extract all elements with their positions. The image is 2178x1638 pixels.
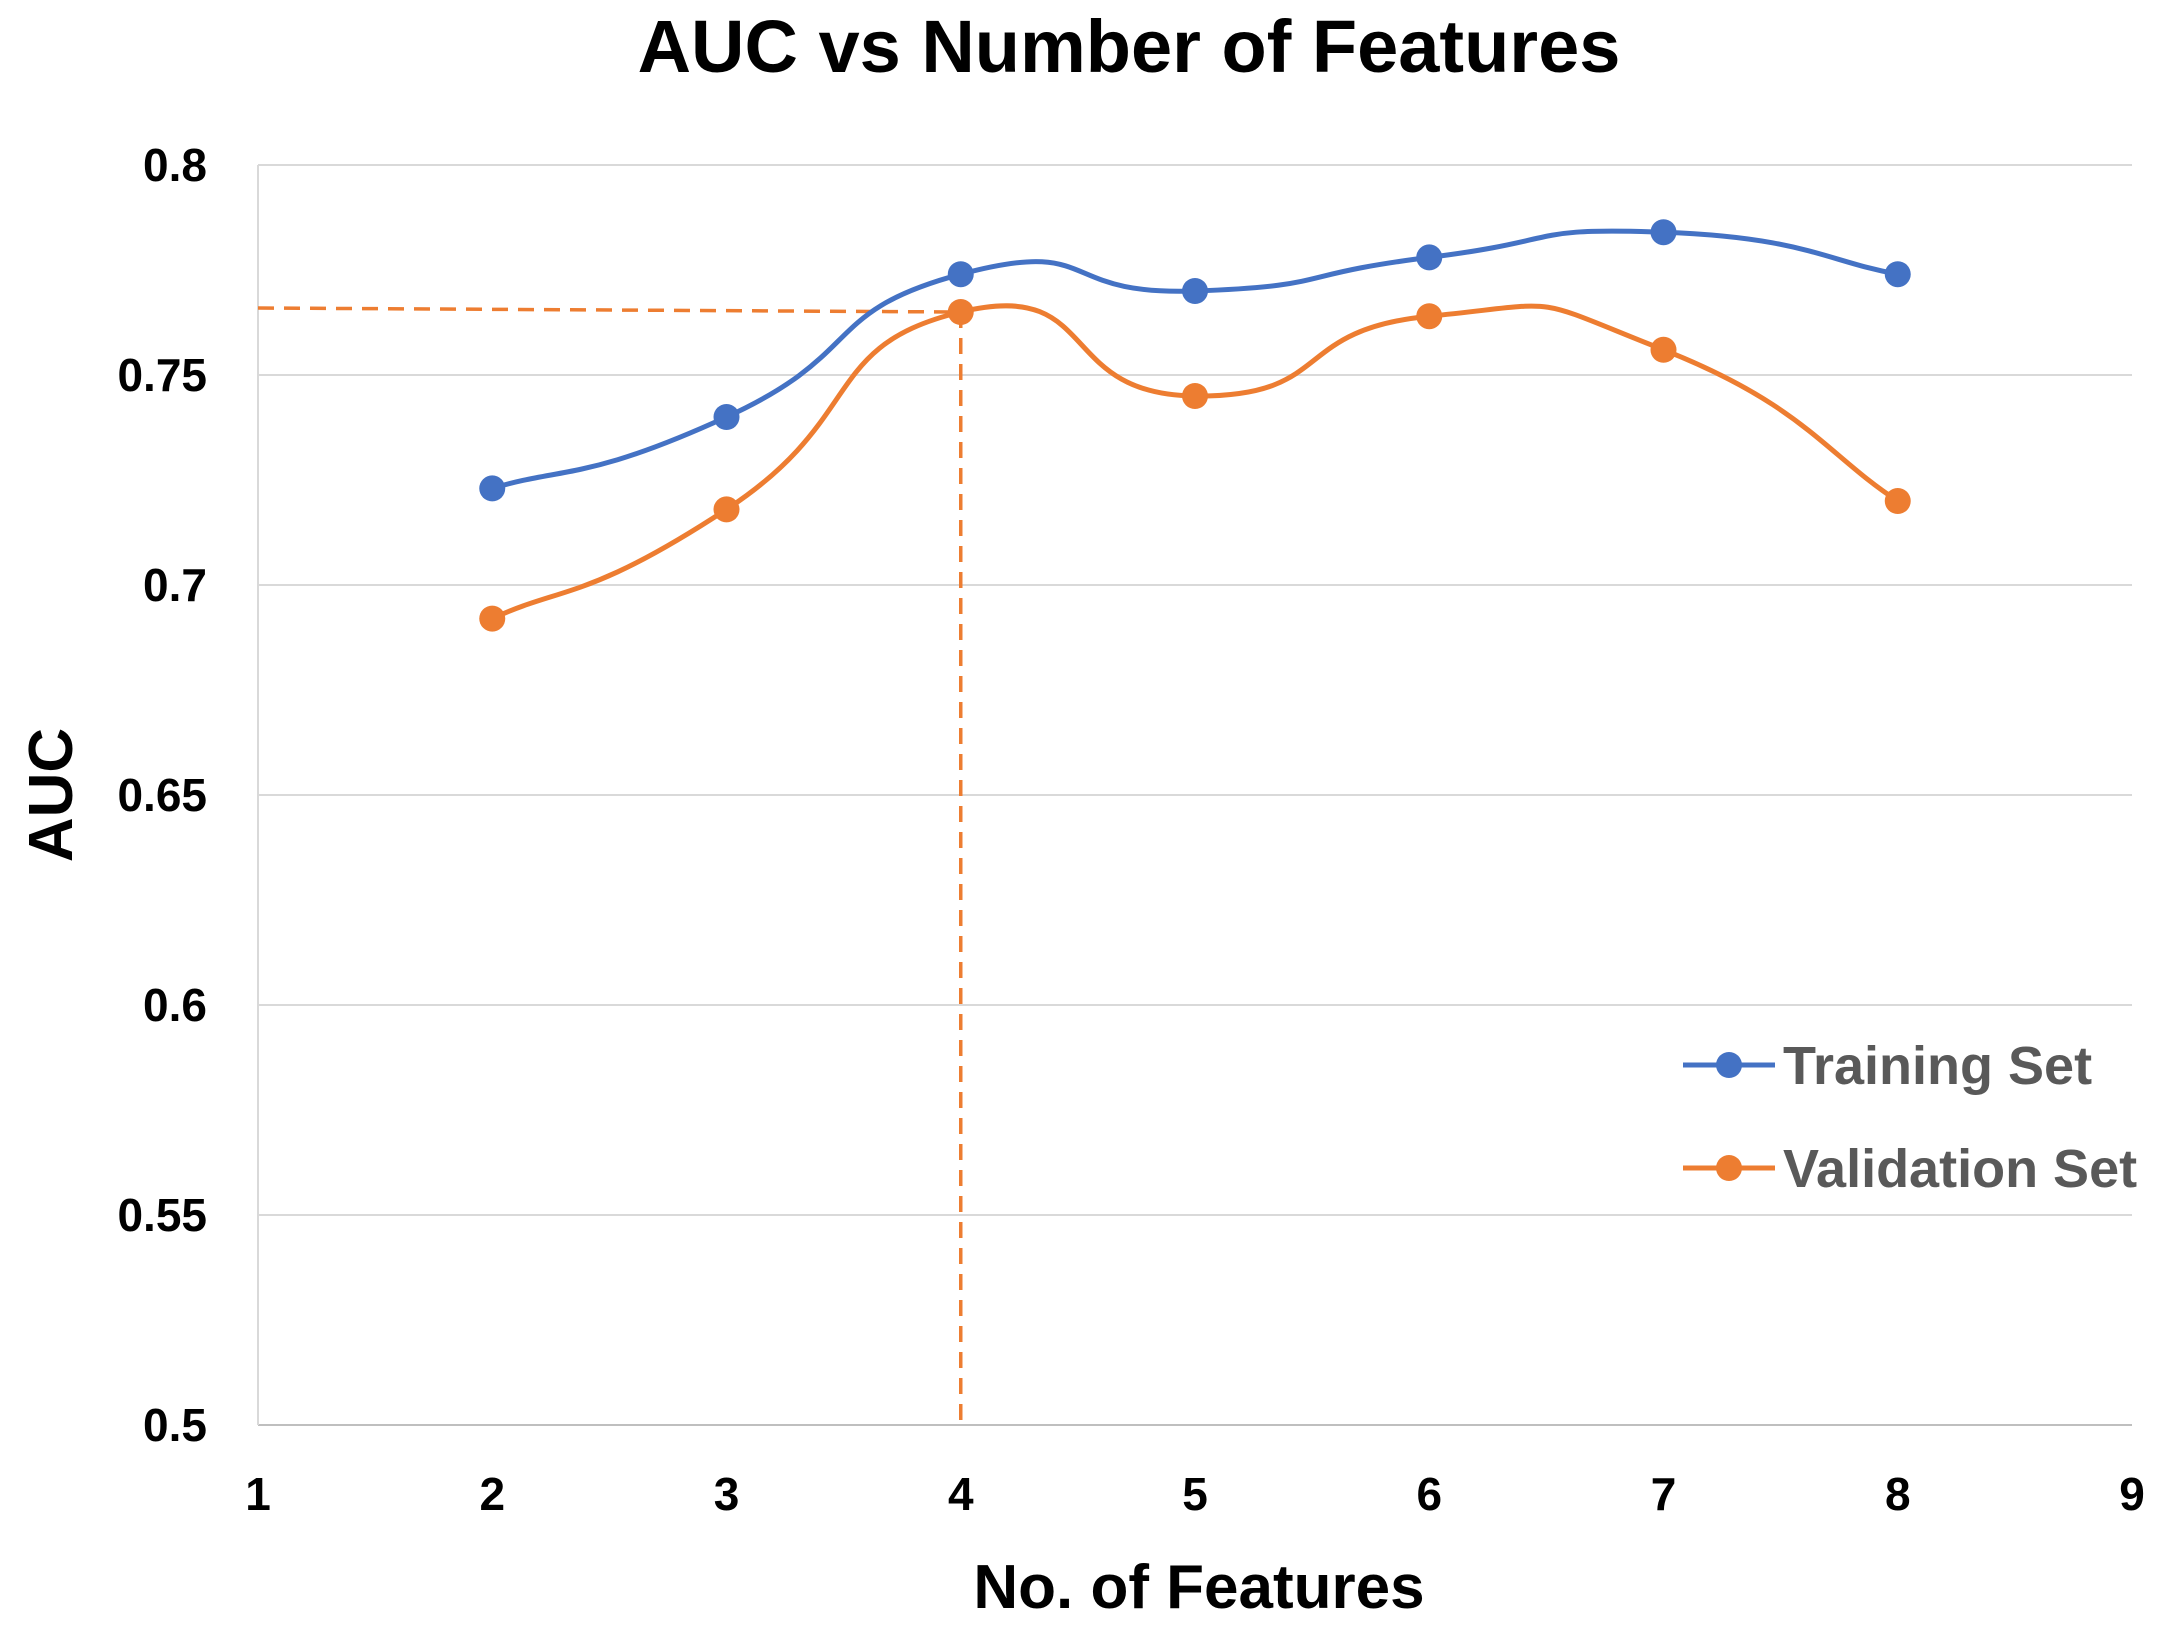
x-tick-label: 8 bbox=[1885, 1468, 1911, 1520]
legend: Training Set Validation Set bbox=[1683, 1036, 2137, 1199]
y-tick-label: 0.8 bbox=[143, 139, 207, 191]
legend-label: Training Set bbox=[1783, 1036, 2092, 1096]
x-axis-title: No. of Features bbox=[973, 1553, 1424, 1622]
data-point-training bbox=[947, 261, 974, 288]
data-point-training bbox=[1416, 244, 1443, 271]
data-point-validation bbox=[713, 496, 740, 523]
reference-lines bbox=[257, 306, 963, 1425]
y-tick-label: 0.75 bbox=[117, 349, 207, 401]
x-tick-label: 3 bbox=[714, 1468, 740, 1520]
y-tick-label: 0.6 bbox=[143, 979, 207, 1031]
reference-horizontal-line bbox=[257, 306, 961, 314]
x-tick-label: 4 bbox=[948, 1468, 974, 1520]
data-point-validation bbox=[947, 299, 974, 325]
x-tick-label: 9 bbox=[2119, 1468, 2145, 1520]
chart-title: AUC vs Number of Features bbox=[638, 5, 1621, 88]
data-point-validation bbox=[1884, 488, 1911, 514]
legend-marker bbox=[1716, 1052, 1742, 1078]
data-point-training bbox=[1884, 261, 1911, 288]
data-point-training bbox=[1650, 219, 1677, 246]
legend-marker bbox=[1716, 1155, 1742, 1181]
y-tick-label: 0.5 bbox=[143, 1399, 207, 1451]
x-tick-label: 7 bbox=[1651, 1468, 1677, 1520]
x-tick-label: 1 bbox=[245, 1468, 271, 1520]
y-axis-title: AUC bbox=[17, 728, 86, 862]
x-axis-ticks: 1 2 3 4 5 6 7 8 9 bbox=[245, 1468, 2145, 1520]
gridlines bbox=[257, 164, 2132, 1426]
y-tick-label: 0.65 bbox=[117, 769, 207, 821]
data-point-training bbox=[713, 404, 740, 430]
data-point-validation bbox=[1650, 336, 1677, 363]
x-tick-label: 5 bbox=[1182, 1468, 1208, 1520]
y-tick-label: 0.55 bbox=[117, 1189, 207, 1241]
data-point-training bbox=[479, 475, 506, 502]
series-lines bbox=[479, 219, 1911, 632]
data-point-training bbox=[1182, 278, 1208, 304]
y-axis-ticks: 0.5 0.55 0.6 0.65 0.7 0.75 0.8 bbox=[117, 139, 207, 1451]
x-tick-label: 2 bbox=[479, 1468, 505, 1520]
series-line-validation bbox=[489, 303, 1901, 622]
data-point-validation bbox=[1416, 303, 1443, 330]
data-point-validation bbox=[1182, 383, 1208, 409]
y-tick-label: 0.7 bbox=[143, 559, 207, 611]
data-point-validation bbox=[479, 605, 506, 632]
legend-label: Validation Set bbox=[1783, 1139, 2137, 1199]
x-tick-label: 6 bbox=[1416, 1468, 1442, 1520]
